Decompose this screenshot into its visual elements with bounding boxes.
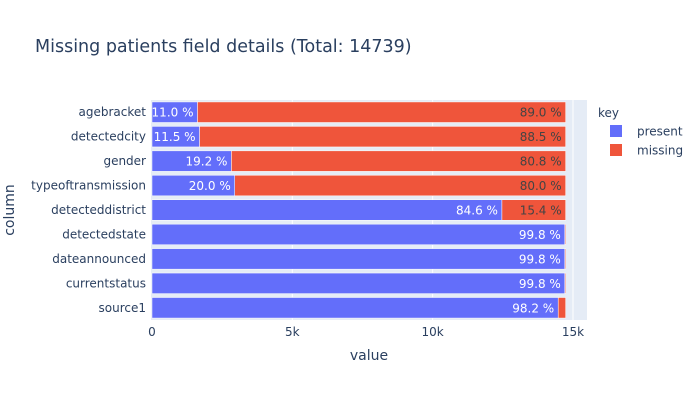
bar-missing: [564, 248, 566, 270]
bar-present: [151, 272, 566, 294]
y-tick-label: dateannounced: [52, 252, 146, 266]
chart-title: Missing patients field details (Total: 1…: [35, 37, 412, 57]
bar-label-missing: 88.5 %: [520, 130, 562, 144]
x-tick-label: 15k: [562, 325, 584, 339]
y-tick-label: agebracket: [79, 105, 147, 119]
y-tick-label: typeoftransmission: [31, 179, 146, 193]
bar-label-missing: 80.0 %: [520, 179, 562, 193]
legend: key present missing: [598, 106, 683, 158]
x-tick-label: 5k: [285, 325, 300, 339]
bar-present: [151, 223, 566, 245]
bar-label-present: 99.8 %: [519, 228, 561, 242]
bar-missing: [564, 223, 566, 245]
legend-title: key: [598, 106, 619, 120]
bar-missing: [199, 126, 566, 148]
bar-present: [151, 297, 559, 319]
y-tick-label: detectedcity: [71, 130, 146, 144]
y-tick-label: detectedstate: [62, 227, 146, 241]
legend-label: present: [637, 125, 683, 139]
bar-label-present: 19.2 %: [185, 155, 227, 169]
y-axis-label: column: [2, 184, 18, 236]
bar-label-present: 99.8 %: [519, 252, 561, 266]
y-tick-label: gender: [103, 154, 146, 168]
legend-label: missing: [637, 144, 683, 158]
bar-label-present: 84.6 %: [456, 204, 498, 218]
bar-missing: [234, 175, 566, 197]
x-tick-label: 0: [148, 325, 156, 339]
y-tick-label: currentstatus: [66, 276, 146, 290]
bar-label-missing: 80.8 %: [520, 155, 562, 169]
x-axis-label: value: [350, 348, 388, 364]
bar-missing: [564, 272, 566, 294]
bar-label-missing: 89.0 %: [520, 106, 562, 120]
bar-label-present: 98.2 %: [512, 301, 554, 315]
y-tick-label: source1: [99, 301, 146, 315]
legend-item-missing[interactable]: missing: [610, 144, 683, 158]
legend-item-present[interactable]: present: [610, 125, 683, 139]
bar-present: [151, 248, 566, 270]
bar-label-present: 20.0 %: [189, 179, 231, 193]
bar-missing: [557, 297, 566, 319]
bar-present: [151, 199, 503, 221]
bar-label-present: 11.0 %: [152, 106, 194, 120]
bar-label-missing: 15.4 %: [520, 204, 562, 218]
bar-missing: [197, 101, 566, 123]
legend-swatch: [610, 125, 622, 137]
bar-missing: [231, 150, 566, 172]
y-tick-label: detecteddistrict: [51, 203, 146, 217]
bar-label-present: 11.5 %: [154, 130, 196, 144]
x-tick-label: 10k: [422, 325, 444, 339]
bar-missing: [501, 199, 566, 221]
legend-swatch: [610, 144, 622, 156]
bar-label-present: 99.8 %: [519, 277, 561, 291]
